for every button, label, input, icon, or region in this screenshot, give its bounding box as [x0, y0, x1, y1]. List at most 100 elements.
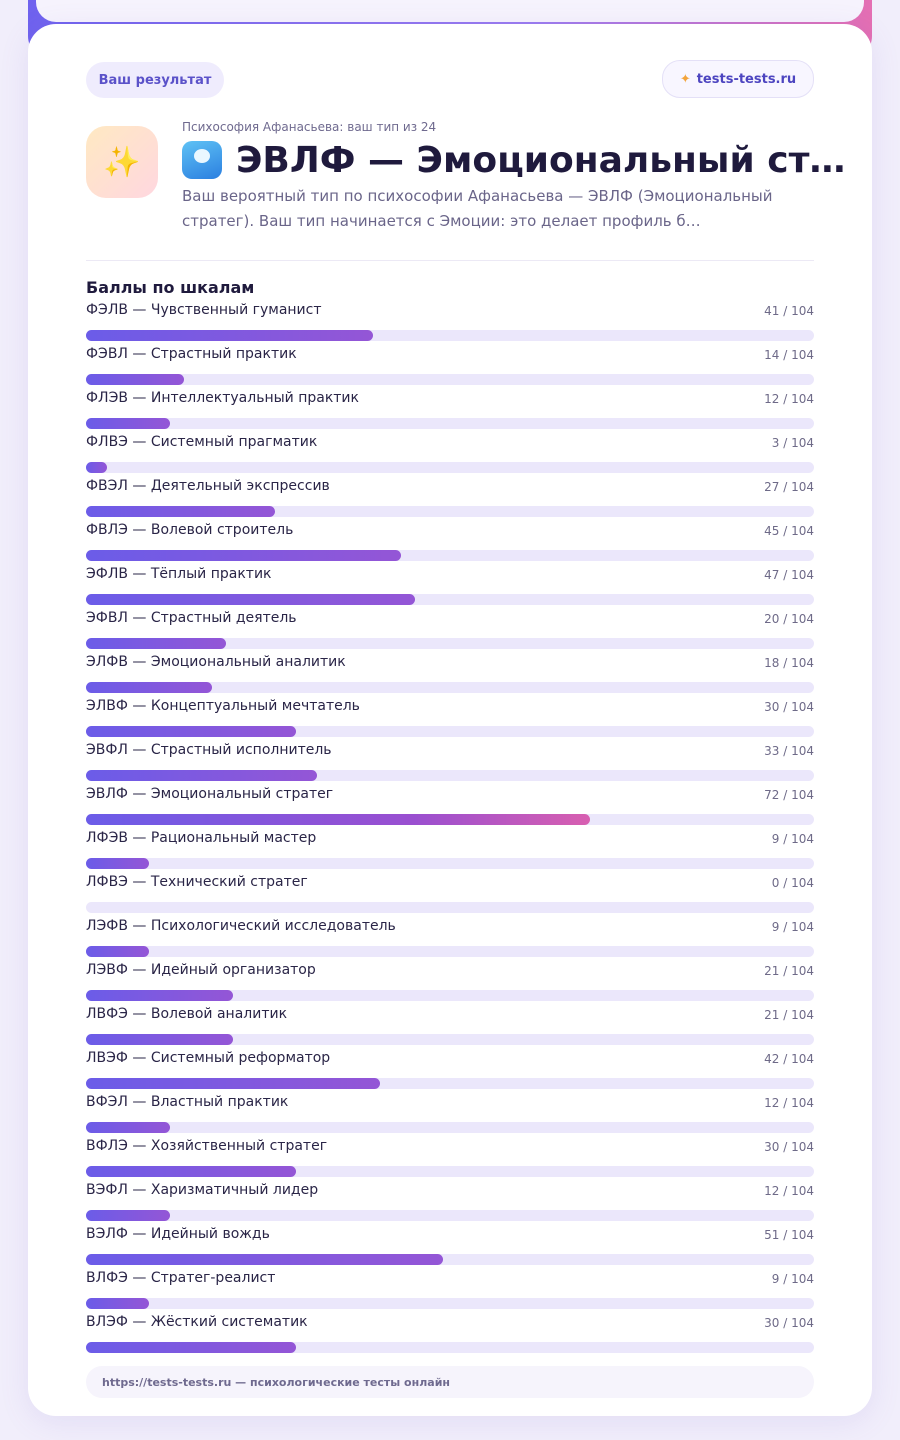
score-value: 27 / 104	[764, 480, 814, 494]
score-row: ВЭЛФ — Идейный вождь 51 / 104	[86, 1226, 814, 1270]
score-value: 18 / 104	[764, 656, 814, 670]
score-label: ЭВФЛ — Страстный исполнитель	[86, 742, 332, 758]
score-value: 45 / 104	[764, 524, 814, 538]
divider	[86, 260, 814, 261]
score-label: ЛЭВФ — Идейный организатор	[86, 962, 316, 978]
score-bar-track	[86, 506, 814, 517]
score-bar-track	[86, 462, 814, 473]
score-label: ФВЛЭ — Волевой строитель	[86, 522, 294, 538]
score-bar-fill	[86, 726, 296, 737]
score-row: ВЛЭФ — Жёсткий систематик 30 / 104	[86, 1314, 814, 1358]
score-label: ФВЭЛ — Деятельный экспрессив	[86, 478, 330, 494]
score-bar-track	[86, 1298, 814, 1309]
score-bar-track	[86, 330, 814, 341]
score-value: 20 / 104	[764, 612, 814, 626]
score-bar-fill	[86, 1078, 380, 1089]
score-bar-fill	[86, 1122, 170, 1133]
site-link[interactable]: ✦ tests-tests.ru	[662, 60, 814, 98]
score-bar-track	[86, 858, 814, 869]
result-badge: Ваш результат	[86, 62, 224, 98]
score-label: ЛФВЭ — Технический стратег	[86, 874, 308, 890]
score-bar-track	[86, 1122, 814, 1133]
score-row: ФЭЛВ — Чувственный гуманист 41 / 104	[86, 302, 814, 346]
score-bar-fill	[86, 506, 275, 517]
score-bar-fill	[86, 374, 184, 385]
score-row: ЛЭФВ — Психологический исследователь 9 / …	[86, 918, 814, 962]
score-row: ЭВЛФ — Эмоциональный стратег 72 / 104	[86, 786, 814, 830]
score-label: ЛЭФВ — Психологический исследователь	[86, 918, 396, 934]
sparkles-icon: ✨	[86, 126, 158, 198]
score-bar-fill	[86, 462, 107, 473]
score-bar-fill	[86, 1342, 296, 1353]
score-row: ЛФЭВ — Рациональный мастер 9 / 104	[86, 830, 814, 874]
score-row: ФЭВЛ — Страстный практик 14 / 104	[86, 346, 814, 390]
score-bar-track	[86, 902, 814, 913]
score-value: 72 / 104	[764, 788, 814, 802]
score-bar-fill	[86, 418, 170, 429]
score-bar-track	[86, 726, 814, 737]
score-label: ВЭФЛ — Харизматичный лидер	[86, 1182, 319, 1198]
score-label: ЭФВЛ — Страстный деятель	[86, 610, 297, 626]
score-value: 30 / 104	[764, 700, 814, 714]
scores-list: ФЭЛВ — Чувственный гуманист 41 / 104 ФЭВЛ …	[86, 302, 814, 1358]
score-row: ЛЭВФ — Идейный организатор 21 / 104	[86, 962, 814, 1006]
score-bar-track	[86, 814, 814, 825]
score-bar-track	[86, 1078, 814, 1089]
score-value: 33 / 104	[764, 744, 814, 758]
score-bar-track	[86, 1254, 814, 1265]
score-row: ВФЭЛ — Властный практик 12 / 104	[86, 1094, 814, 1138]
score-label: ВЭЛФ — Идейный вождь	[86, 1226, 270, 1242]
score-value: 0 / 104	[771, 876, 814, 890]
score-row: ЛВЭФ — Системный реформатор 42 / 104	[86, 1050, 814, 1094]
score-value: 3 / 104	[771, 436, 814, 450]
score-bar-fill	[86, 594, 415, 605]
score-row: ФВЭЛ — Деятельный экспрессив 27 / 104	[86, 478, 814, 522]
score-row: ФВЛЭ — Волевой строитель 45 / 104	[86, 522, 814, 566]
footer-bar: https://tests-tests.ru — психологические…	[86, 1366, 814, 1398]
score-value: 21 / 104	[764, 1008, 814, 1022]
score-label: ФЛВЭ — Системный прагматик	[86, 434, 318, 450]
score-label: ЛВФЭ — Волевой аналитик	[86, 1006, 288, 1022]
score-label: ФЭВЛ — Страстный практик	[86, 346, 297, 362]
score-label: ФЛЭВ — Интеллектуальный практик	[86, 390, 359, 406]
score-bar-fill	[86, 770, 317, 781]
score-bar-fill	[86, 814, 590, 825]
score-label: ЭФЛВ — Тёплый практик	[86, 566, 272, 582]
score-bar-track	[86, 990, 814, 1001]
score-bar-fill	[86, 1210, 170, 1221]
score-bar-fill	[86, 990, 233, 1001]
score-value: 30 / 104	[764, 1316, 814, 1330]
score-bar-fill	[86, 1166, 296, 1177]
score-value: 12 / 104	[764, 1184, 814, 1198]
score-value: 42 / 104	[764, 1052, 814, 1066]
score-row: ФЛЭВ — Интеллектуальный практик 12 / 104	[86, 390, 814, 434]
score-row: ЛВФЭ — Волевой аналитик 21 / 104	[86, 1006, 814, 1050]
score-label: ФЭЛВ — Чувственный гуманист	[86, 302, 322, 318]
site-link-label: tests-tests.ru	[696, 71, 797, 87]
score-bar-fill	[86, 1254, 443, 1265]
score-row: ВЛФЭ — Стратег-реалист 9 / 104	[86, 1270, 814, 1314]
score-label: ЭЛВФ — Концептуальный мечтатель	[86, 698, 360, 714]
score-value: 30 / 104	[764, 1140, 814, 1154]
result-title-text: ЭВЛФ — Эмоциональный ст…	[236, 139, 846, 181]
score-row: ЛФВЭ — Технический стратег 0 / 104	[86, 874, 814, 918]
wave-icon	[182, 141, 222, 179]
score-row: ЭЛФВ — Эмоциональный аналитик 18 / 104	[86, 654, 814, 698]
score-row: ЭВФЛ — Страстный исполнитель 33 / 104	[86, 742, 814, 786]
score-value: 9 / 104	[771, 920, 814, 934]
score-label: ВФЛЭ — Хозяйственный стратег	[86, 1138, 328, 1154]
score-bar-track	[86, 550, 814, 561]
score-value: 21 / 104	[764, 964, 814, 978]
score-bar-fill	[86, 330, 373, 341]
score-row: ЭЛВФ — Концептуальный мечтатель 30 / 104	[86, 698, 814, 742]
score-bar-track	[86, 1342, 814, 1353]
score-label: ЭЛФВ — Эмоциональный аналитик	[86, 654, 346, 670]
score-bar-track	[86, 1166, 814, 1177]
score-bar-fill	[86, 682, 212, 693]
result-card: Ваш результат ✦ tests-tests.ru ✨ Психосо…	[28, 24, 872, 1416]
score-value: 12 / 104	[764, 392, 814, 406]
score-bar-fill	[86, 550, 401, 561]
score-bar-fill	[86, 946, 149, 957]
score-row: ЭФВЛ — Страстный деятель 20 / 104	[86, 610, 814, 654]
score-label: ЭВЛФ — Эмоциональный стратег	[86, 786, 334, 802]
